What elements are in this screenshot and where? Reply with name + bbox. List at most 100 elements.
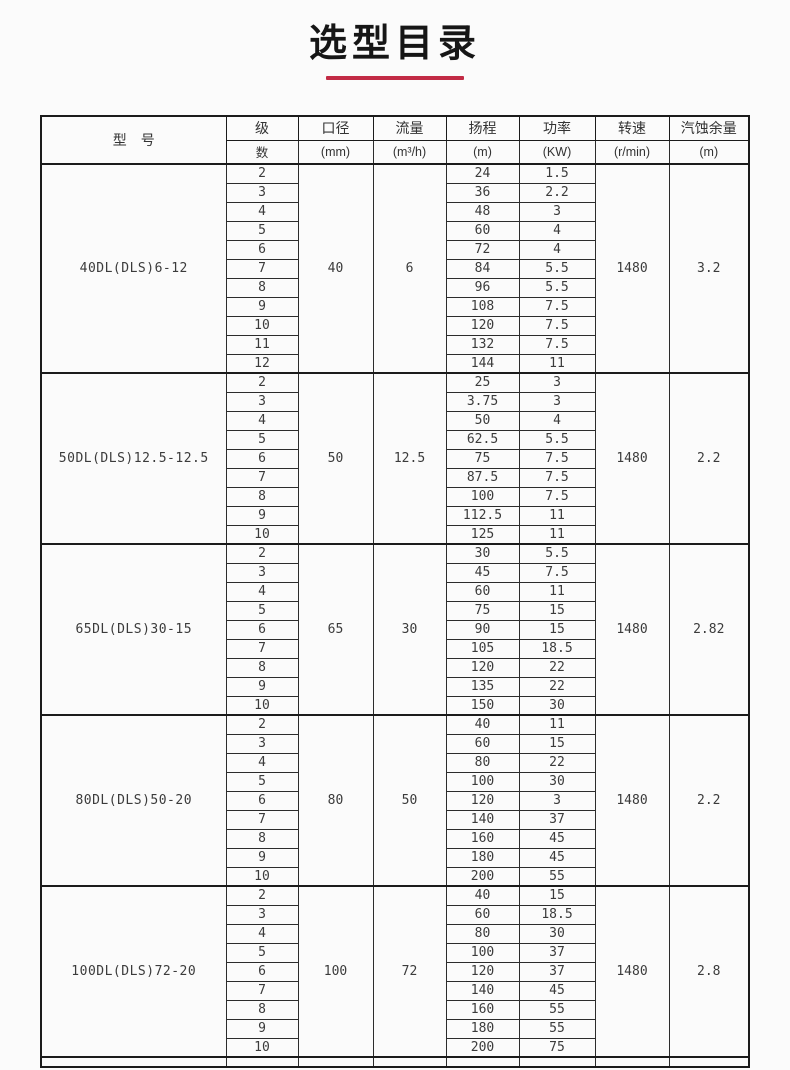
table-row: 65DL(DLS)30-15 2 65 30 30 5.5 1480 2.82: [40, 543, 750, 716]
stage-cell: 9: [225, 505, 299, 526]
table-row: 4 60 11: [41, 581, 749, 602]
head-cell: 84: [445, 258, 520, 279]
power-cell: 11: [518, 714, 596, 735]
power-cell: 7.5: [518, 448, 596, 469]
speed-cell: 1480: [594, 543, 670, 716]
head-cell: 132: [445, 334, 520, 355]
power-cell: 5.5: [518, 543, 596, 564]
header-npsh: 汽蚀余量: [668, 115, 750, 141]
title-divider: [326, 76, 464, 80]
stage-cell: 5: [225, 942, 299, 963]
stage-cell: 7: [225, 467, 299, 488]
stage-cell: 8: [225, 277, 299, 298]
model-cell: 80DL(DLS)50-20: [40, 714, 227, 887]
stage-cell: 2: [225, 163, 299, 184]
header-stage-unit: 数: [225, 139, 299, 165]
table-row: 3 60 18.5: [41, 904, 749, 925]
table-row: 7 84 5.5: [41, 258, 749, 279]
head-cell: 60: [445, 220, 520, 241]
table-header: 型 号 级 口径 流量 扬程 功率 转速 汽蚀余量 数 (mm) (m³/h) …: [40, 115, 750, 165]
power-cell: 45: [518, 828, 596, 849]
stage-cell: [225, 1056, 299, 1068]
flow-cell: 12.5: [372, 372, 447, 545]
model-cell: [40, 1056, 227, 1068]
diameter-cell: 40: [297, 163, 374, 374]
stage-cell: 6: [225, 961, 299, 982]
head-cell: 140: [445, 809, 520, 830]
table-row: 5 100 37: [41, 942, 749, 963]
stage-cell: 7: [225, 809, 299, 830]
stage-cell: 8: [225, 999, 299, 1020]
stage-cell: 5: [225, 220, 299, 241]
power-cell: 30: [518, 923, 596, 944]
head-cell: 200: [445, 866, 520, 887]
speed-cell: [594, 1056, 670, 1068]
stage-cell: 7: [225, 258, 299, 279]
header-head-unit: (m): [445, 139, 520, 165]
speed-cell: 1480: [594, 714, 670, 887]
speed-cell: 1480: [594, 885, 670, 1058]
stage-cell: 5: [225, 600, 299, 621]
head-cell: 60: [445, 904, 520, 925]
power-cell: 55: [518, 999, 596, 1020]
model-cell: 40DL(DLS)6-12: [40, 163, 227, 374]
head-cell: 160: [445, 828, 520, 849]
power-cell: 37: [518, 961, 596, 982]
power-cell: 3: [518, 201, 596, 222]
speed-cell: 1480: [594, 372, 670, 545]
stage-cell: 7: [225, 980, 299, 1001]
head-cell: 50: [445, 410, 520, 431]
stage-cell: 9: [225, 676, 299, 697]
stage-cell: 2: [225, 885, 299, 906]
table-row: 6 72 4: [41, 239, 749, 260]
head-cell: 36: [445, 182, 520, 203]
stage-cell: 4: [225, 923, 299, 944]
header-npsh-unit: (m): [668, 139, 750, 165]
stage-cell: 6: [225, 448, 299, 469]
power-cell: 30: [518, 771, 596, 792]
power-cell: 3: [518, 372, 596, 393]
stage-cell: 8: [225, 828, 299, 849]
page-title: 选型目录: [308, 23, 481, 65]
head-cell: 30: [445, 543, 520, 564]
power-cell: [518, 1056, 596, 1068]
flow-cell: [372, 1056, 447, 1068]
header-flow-unit: (m³/h): [372, 139, 447, 165]
header-model: 型 号: [40, 115, 227, 165]
head-cell: 120: [445, 315, 520, 336]
header-speed: 转速: [594, 115, 670, 141]
power-cell: 30: [518, 695, 596, 716]
stage-cell: 8: [225, 486, 299, 507]
stage-cell: 4: [225, 201, 299, 222]
head-cell: 60: [445, 733, 520, 754]
power-cell: 5.5: [518, 258, 596, 279]
power-cell: 4: [518, 239, 596, 260]
head-cell: 105: [445, 638, 520, 659]
power-cell: 11: [518, 581, 596, 602]
diameter-cell: 100: [297, 885, 374, 1058]
table-row: 10 200 55: [41, 866, 749, 887]
head-cell: 150: [445, 695, 520, 716]
header-speed-unit: (r/min): [594, 139, 670, 165]
npsh-cell: 2.2: [668, 714, 750, 887]
power-cell: 37: [518, 942, 596, 963]
power-cell: 18.5: [518, 638, 596, 659]
head-cell: 48: [445, 201, 520, 222]
stage-cell: 2: [225, 714, 299, 735]
stage-cell: 2: [225, 543, 299, 564]
power-cell: 18.5: [518, 904, 596, 925]
power-cell: 7.5: [518, 296, 596, 317]
table-row: 7 105 18.5: [41, 638, 749, 659]
table-row: 5 62.5 5.5: [41, 429, 749, 450]
table-row: 3 3.75 3: [41, 391, 749, 412]
head-cell: 3.75: [445, 391, 520, 412]
power-cell: 3: [518, 391, 596, 412]
model-cell: 50DL(DLS)12.5-12.5: [40, 372, 227, 545]
head-cell: 120: [445, 657, 520, 678]
diameter-cell: 50: [297, 372, 374, 545]
stage-cell: 2: [225, 372, 299, 393]
stage-cell: 4: [225, 581, 299, 602]
table-row: 5 100 30: [41, 771, 749, 792]
head-cell: 180: [445, 847, 520, 868]
power-cell: 7.5: [518, 315, 596, 336]
